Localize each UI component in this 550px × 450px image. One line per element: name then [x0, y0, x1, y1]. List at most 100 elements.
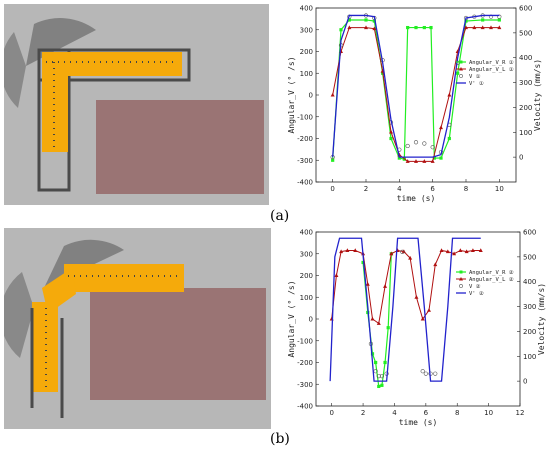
- y-tick-label: 300: [300, 26, 313, 34]
- data-point-square: [422, 25, 426, 30]
- x-tick-label: 8: [455, 409, 459, 417]
- y-tick-label: -300: [297, 157, 313, 165]
- data-point-triangle: [353, 248, 358, 252]
- simulation-image-b: [4, 228, 271, 429]
- data-point-triangle: [405, 159, 410, 163]
- y2-tick-label: 0: [519, 154, 523, 162]
- y-tick-label: -100: [297, 337, 313, 345]
- data-point-triangle: [330, 92, 335, 97]
- robot-body-vertical: [32, 302, 58, 392]
- y2-tick-label: 100: [519, 129, 532, 137]
- data-point-square: [383, 360, 387, 365]
- data-point-square: [361, 260, 365, 265]
- data-point-triangle: [365, 282, 370, 286]
- plot-frame: [315, 7, 517, 183]
- data-point-square: [374, 360, 378, 365]
- data-point-triangle: [364, 25, 368, 30]
- track-outline-vertical: [37, 48, 71, 192]
- data-point-triangle: [426, 308, 431, 312]
- legend-label: Angular_V_R ②: [469, 269, 514, 276]
- y2-tick-label: 200: [519, 104, 532, 112]
- y-tick-label: -100: [297, 113, 313, 121]
- data-point-square: [397, 156, 401, 160]
- robot-body-horizontal: [64, 264, 184, 292]
- data-point-triangle: [480, 25, 485, 30]
- y-tick-label: 400: [300, 229, 313, 237]
- x-tick-label: 4: [397, 185, 402, 193]
- legend-marker-square: [459, 270, 463, 274]
- x-tick-label: 10: [484, 409, 493, 417]
- y2-axis-title: Velocity (mm/s): [537, 283, 546, 355]
- data-point-triangle: [430, 159, 435, 163]
- y-tick-label: 400: [300, 5, 313, 13]
- data-point-square: [447, 136, 451, 141]
- data-point-triangle: [464, 249, 469, 254]
- data-point-triangle: [433, 262, 438, 267]
- legend-marker-circle: [459, 284, 463, 288]
- data-point-square: [497, 18, 501, 22]
- data-point-triangle: [489, 25, 493, 30]
- data-point-square: [372, 19, 376, 23]
- y2-tick-label: 500: [519, 29, 532, 37]
- data-point-square: [432, 156, 436, 160]
- data-point-triangle: [458, 248, 463, 252]
- series-line-2: [332, 27, 500, 162]
- x-axis-title: time (s): [397, 194, 436, 203]
- data-point-circle: [423, 371, 428, 376]
- data-point-triangle: [347, 25, 352, 30]
- data-point-square: [414, 25, 418, 30]
- data-point-triangle: [345, 248, 350, 252]
- data-point-circle: [376, 374, 381, 379]
- legend-label: V ②: [469, 283, 481, 290]
- y-tick-label: 200: [300, 272, 313, 280]
- legend-label: V' ②: [469, 290, 484, 297]
- legend-label: Angular_V_L ①: [469, 66, 514, 73]
- figure-label-b: (b): [270, 431, 290, 447]
- data-point-square: [377, 384, 381, 389]
- data-point-triangle: [389, 251, 394, 256]
- y-tick-label: -200: [297, 359, 313, 367]
- data-point-triangle: [422, 159, 427, 163]
- plot-frame: [315, 231, 521, 407]
- y-tick-label: -400: [297, 403, 313, 411]
- data-point-square: [429, 25, 433, 30]
- legend-marker-triangle: [459, 67, 463, 71]
- data-point-triangle: [372, 26, 377, 31]
- y-tick-label: 100: [300, 294, 313, 302]
- data-point-triangle: [420, 316, 425, 321]
- data-point-triangle: [445, 249, 450, 254]
- series-line-4: [329, 237, 481, 382]
- x-tick-label: 6: [430, 185, 435, 193]
- data-point-triangle: [470, 248, 475, 252]
- y-tick-label: -300: [297, 381, 313, 389]
- data-point-triangle: [464, 25, 468, 30]
- data-point-circle: [400, 249, 405, 254]
- data-point-triangle: [439, 248, 444, 252]
- legend-marker-circle: [459, 74, 463, 78]
- y-tick-label: 100: [300, 70, 313, 78]
- legend-label: Angular_V_L ②: [469, 276, 514, 283]
- x-axis-title: time (s): [399, 418, 438, 427]
- y-tick-label: -200: [297, 135, 313, 143]
- data-point-square: [339, 28, 343, 32]
- x-tick-label: 6: [424, 409, 429, 417]
- data-point-square: [481, 18, 485, 22]
- data-point-circle: [433, 371, 438, 376]
- data-point-triangle: [376, 321, 381, 325]
- y2-tick-label: 600: [519, 5, 532, 13]
- y-axis-title: Angular_V (° /s): [287, 280, 296, 357]
- turn-sweep-arc-left: [4, 272, 34, 358]
- y2-tick-label: 0: [523, 378, 527, 386]
- data-point-circle: [430, 145, 435, 150]
- data-point-triangle: [339, 249, 344, 254]
- y-tick-label: 0: [309, 92, 313, 100]
- x-tick-label: 12: [516, 409, 525, 417]
- y-tick-label: 300: [300, 250, 313, 258]
- x-tick-label: 10: [495, 185, 504, 193]
- data-point-square: [389, 136, 393, 141]
- y2-tick-label: 500: [523, 253, 536, 261]
- y2-tick-label: 400: [519, 54, 532, 62]
- x-tick-label: 0: [329, 409, 333, 417]
- data-point-square: [370, 352, 375, 356]
- data-point-triangle: [383, 284, 388, 288]
